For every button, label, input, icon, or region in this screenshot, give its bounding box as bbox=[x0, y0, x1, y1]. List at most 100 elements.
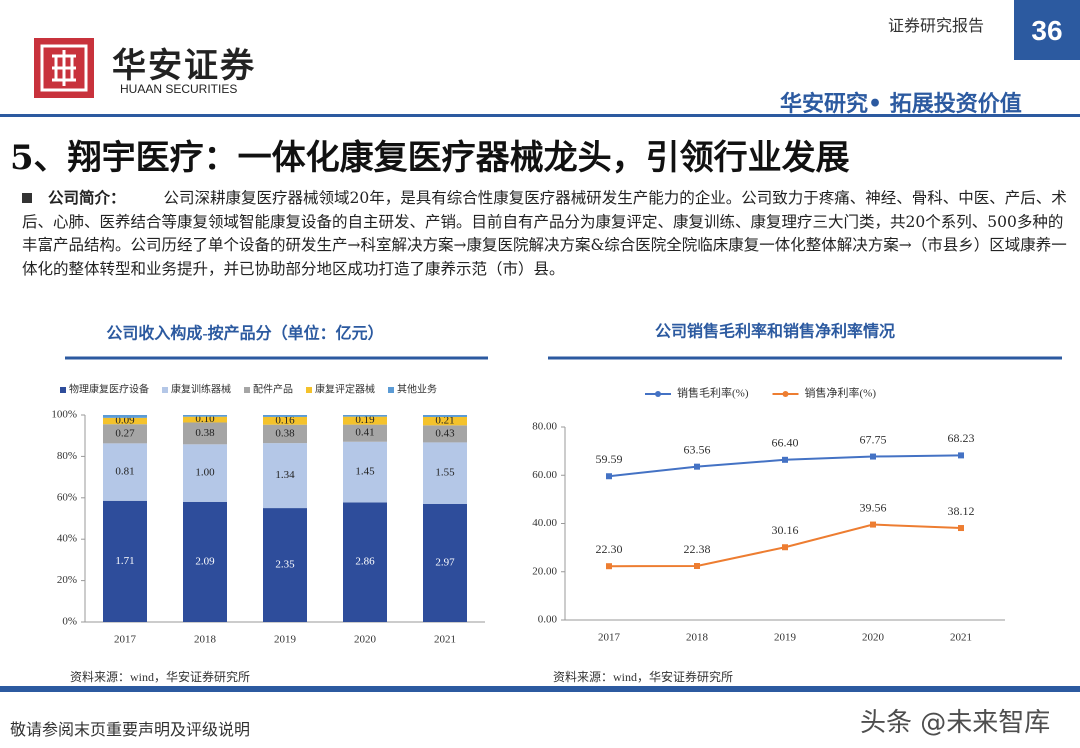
data-label: 0.16 bbox=[275, 414, 295, 426]
bar-segment bbox=[423, 425, 467, 443]
legend-label: 物理康复医疗设备 bbox=[69, 382, 149, 395]
intro-label: 公司简介： bbox=[48, 188, 126, 207]
y-tick-label: 20% bbox=[57, 574, 77, 586]
bar-segment bbox=[103, 424, 147, 444]
bar-segment bbox=[343, 415, 387, 417]
legend-swatch bbox=[244, 387, 250, 393]
bar-segment bbox=[423, 503, 467, 622]
data-label: 63.56 bbox=[684, 442, 711, 456]
disclaimer: 敬请参阅末页重要声明及评级说明 bbox=[10, 720, 251, 739]
y-tick-label: 0.00 bbox=[538, 614, 558, 626]
x-tick-label: 2021 bbox=[950, 632, 972, 644]
y-tick-label: 60.00 bbox=[532, 469, 557, 481]
data-label: 68.23 bbox=[948, 431, 975, 445]
legend-swatch bbox=[60, 387, 66, 393]
bar-segment bbox=[343, 502, 387, 622]
page-number: 36 bbox=[1014, 0, 1080, 60]
data-label: 1.00 bbox=[195, 467, 215, 479]
bar-segment bbox=[343, 416, 387, 425]
data-label: 2.09 bbox=[195, 555, 215, 567]
data-label: 2.35 bbox=[275, 559, 295, 571]
point bbox=[958, 452, 964, 459]
bar-segment bbox=[263, 415, 307, 417]
data-label: 59.59 bbox=[596, 452, 623, 466]
logo-en: HUAAN SECURITIES bbox=[120, 82, 238, 96]
point bbox=[782, 456, 788, 463]
data-label: 0.43 bbox=[435, 427, 455, 439]
bullet bbox=[22, 193, 32, 203]
x-tick-label: 2021 bbox=[434, 634, 456, 646]
legend-marker bbox=[655, 391, 661, 397]
logo-cn: 华安证券 bbox=[112, 46, 256, 86]
data-label: 30.16 bbox=[772, 523, 799, 537]
legend-swatch bbox=[162, 387, 168, 393]
data-label: 0.38 bbox=[275, 427, 295, 439]
y-tick-label: 0% bbox=[62, 616, 77, 628]
bar-segment bbox=[423, 415, 467, 417]
charts: 公司收入构成-按产品分（单位：亿元） 资料来源：wind，华安证券研究所 0% 20%… bbox=[51, 322, 1062, 684]
header-rule bbox=[0, 114, 1080, 117]
point bbox=[606, 563, 612, 570]
bar-segment bbox=[263, 508, 307, 622]
x-tick-label: 2020 bbox=[354, 634, 377, 646]
section-title: 5、翔宇医疗：一体化康复医疗器械龙头，引领行业发展 bbox=[10, 138, 850, 178]
bar-segment bbox=[343, 441, 387, 503]
point bbox=[694, 463, 700, 470]
legend-marker bbox=[782, 391, 789, 397]
bar-segment bbox=[103, 417, 147, 425]
source: 资料来源：wind，华安证券研究所 bbox=[70, 669, 250, 684]
legend-label: 康复评定器械 bbox=[315, 382, 375, 395]
legend-label: 销售毛利率(%) bbox=[677, 386, 749, 400]
point bbox=[958, 525, 964, 532]
bar-segment bbox=[183, 444, 227, 502]
data-label: 0.27 bbox=[115, 427, 135, 439]
logo-icon bbox=[40, 44, 88, 92]
data-label: 38.12 bbox=[948, 504, 975, 518]
y-tick-label: 100% bbox=[51, 409, 77, 421]
chart-title: 公司销售毛利率和销售净利率情况 bbox=[655, 322, 895, 341]
bar-segment bbox=[183, 422, 227, 445]
y-tick-label: 60% bbox=[57, 491, 77, 503]
y-tick-label: 20.00 bbox=[532, 565, 557, 577]
bar-segment bbox=[263, 424, 307, 444]
bar-segment bbox=[263, 416, 307, 425]
bar-segment bbox=[183, 501, 227, 622]
bar-segment bbox=[423, 416, 467, 426]
data-label: 0.21 bbox=[435, 415, 454, 427]
x-tick-label: 2019 bbox=[274, 634, 297, 646]
x-tick-label: 2018 bbox=[194, 634, 217, 646]
legend-label: 康复训练器械 bbox=[171, 382, 231, 395]
y-tick-label: 80% bbox=[57, 450, 77, 462]
data-label: 2.86 bbox=[355, 556, 375, 568]
data-label: 0.38 bbox=[195, 427, 215, 439]
bar-segment bbox=[103, 443, 147, 501]
source: 资料来源：wind，华安证券研究所 bbox=[553, 669, 733, 684]
data-label: 0.10 bbox=[195, 413, 215, 425]
data-label: 1.55 bbox=[435, 467, 455, 479]
data-label: 0.19 bbox=[355, 414, 375, 426]
y-tick-label: 40% bbox=[57, 533, 77, 545]
point bbox=[606, 473, 612, 480]
data-label: 39.56 bbox=[860, 500, 887, 514]
chart-title: 公司收入构成-按产品分（单位：亿元） bbox=[106, 324, 383, 343]
x-tick-label: 2017 bbox=[114, 634, 137, 646]
intro-text: 公司深耕康复医疗器械领域20年，是具有综合性康复医疗器械研发生产能力的企业。公司… bbox=[22, 189, 1067, 278]
bar-segment bbox=[183, 416, 227, 423]
data-label: 22.38 bbox=[684, 542, 711, 556]
x-tick-label: 2018 bbox=[686, 632, 709, 644]
y-tick-label: 40.00 bbox=[532, 517, 557, 529]
report-type: 证券研究报告 bbox=[888, 16, 985, 35]
watermark: 头条 @未来智库 bbox=[860, 708, 1051, 738]
x-tick-label: 2020 bbox=[862, 632, 885, 644]
legend-swatch bbox=[306, 387, 312, 393]
data-label: 0.41 bbox=[355, 427, 374, 439]
legend-label: 其他业务 bbox=[397, 382, 437, 395]
slogan: 华安研究• 拓展投资价值 bbox=[780, 91, 1022, 117]
intro: 公司简介： 公司深耕康复医疗器械领域20年，是具有综合性康复医疗器械研发生产能力的… bbox=[22, 186, 1067, 281]
bar-segment bbox=[343, 424, 387, 442]
bottom-rule bbox=[0, 686, 1080, 692]
y-tick-label: 80.00 bbox=[532, 421, 557, 433]
data-label: 1.71 bbox=[115, 555, 134, 567]
point bbox=[870, 521, 876, 528]
